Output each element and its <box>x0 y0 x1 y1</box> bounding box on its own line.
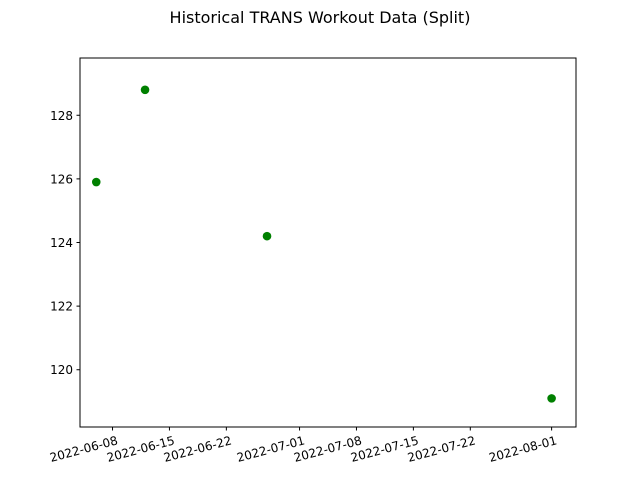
scatter-series <box>91 85 556 403</box>
y-axis: 120 122 124 126 128 <box>50 109 80 377</box>
x-tick-label: 2022-08-01 <box>487 433 558 465</box>
y-tick-label: 122 <box>50 300 73 314</box>
y-tick-label: 124 <box>50 236 73 250</box>
data-point <box>91 177 101 187</box>
y-tick-label: 128 <box>50 109 73 123</box>
y-tick-label: 126 <box>50 172 73 186</box>
data-point <box>140 85 150 95</box>
plot-area <box>79 57 577 428</box>
data-point <box>262 231 272 241</box>
data-point <box>547 394 556 403</box>
y-tick-label: 120 <box>50 363 73 377</box>
chart-title: Historical TRANS Workout Data (Split) <box>170 8 471 27</box>
